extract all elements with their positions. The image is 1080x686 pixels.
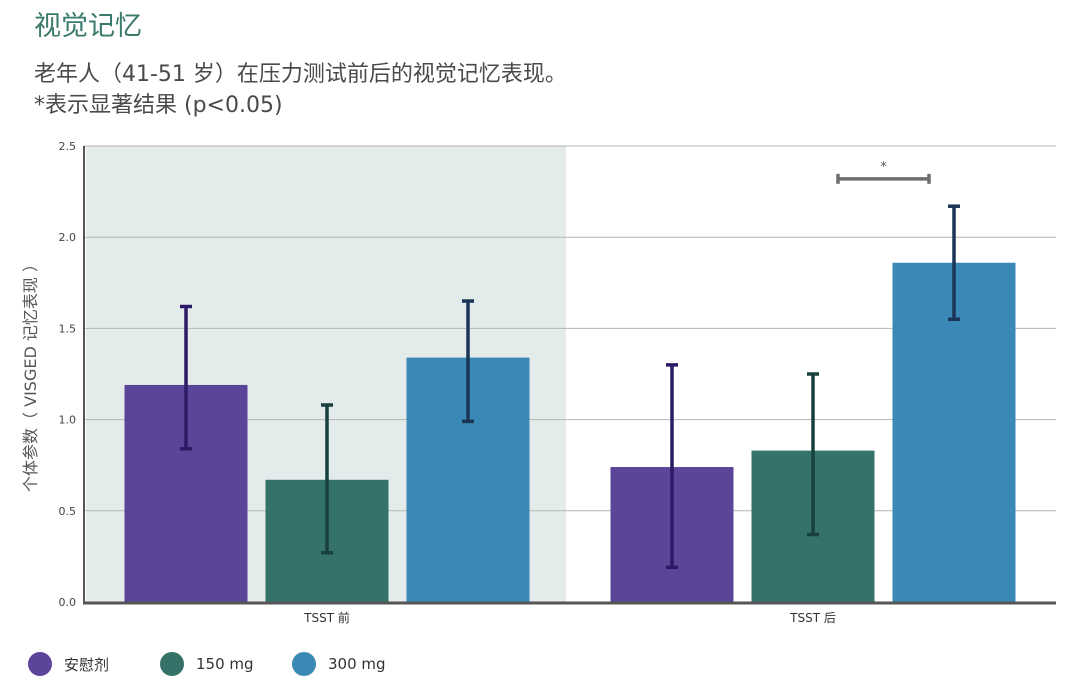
legend-item-150mg: 150 mg [160,650,254,678]
x-tick-label: TSST 前 [303,610,350,625]
y-tick-label: 2.0 [59,231,77,244]
legend-swatch [160,652,184,676]
y-tick-label: 0.5 [59,505,77,518]
legend-swatch [28,652,52,676]
y-tick-label: 1.5 [59,322,77,335]
legend-item-300mg: 300 mg [292,650,386,678]
y-tick-label: 0.0 [59,596,77,609]
legend-swatch [292,652,316,676]
x-tick-label: TSST 后 [789,611,836,625]
legend-label: 150 mg [196,655,254,673]
chart-subtitle: 老年人（41-51 岁）在压力测试前后的视觉记忆表现。 [34,62,567,87]
legend-label: 安慰剂 [64,655,110,674]
y-tick-label: 1.0 [59,414,77,427]
significance-marker: * [880,160,887,175]
y-tick-label: 2.5 [59,140,77,153]
legend-label: 300 mg [328,655,386,673]
legend-item-placebo: 安慰剂 [28,650,109,678]
y-axis-label: 个体参数（ VISGED 记忆表现 ） [21,256,40,492]
chart-title: 视觉记忆 [34,11,142,42]
significance-note: *表示显著结果 (p<0.05) [34,93,283,118]
